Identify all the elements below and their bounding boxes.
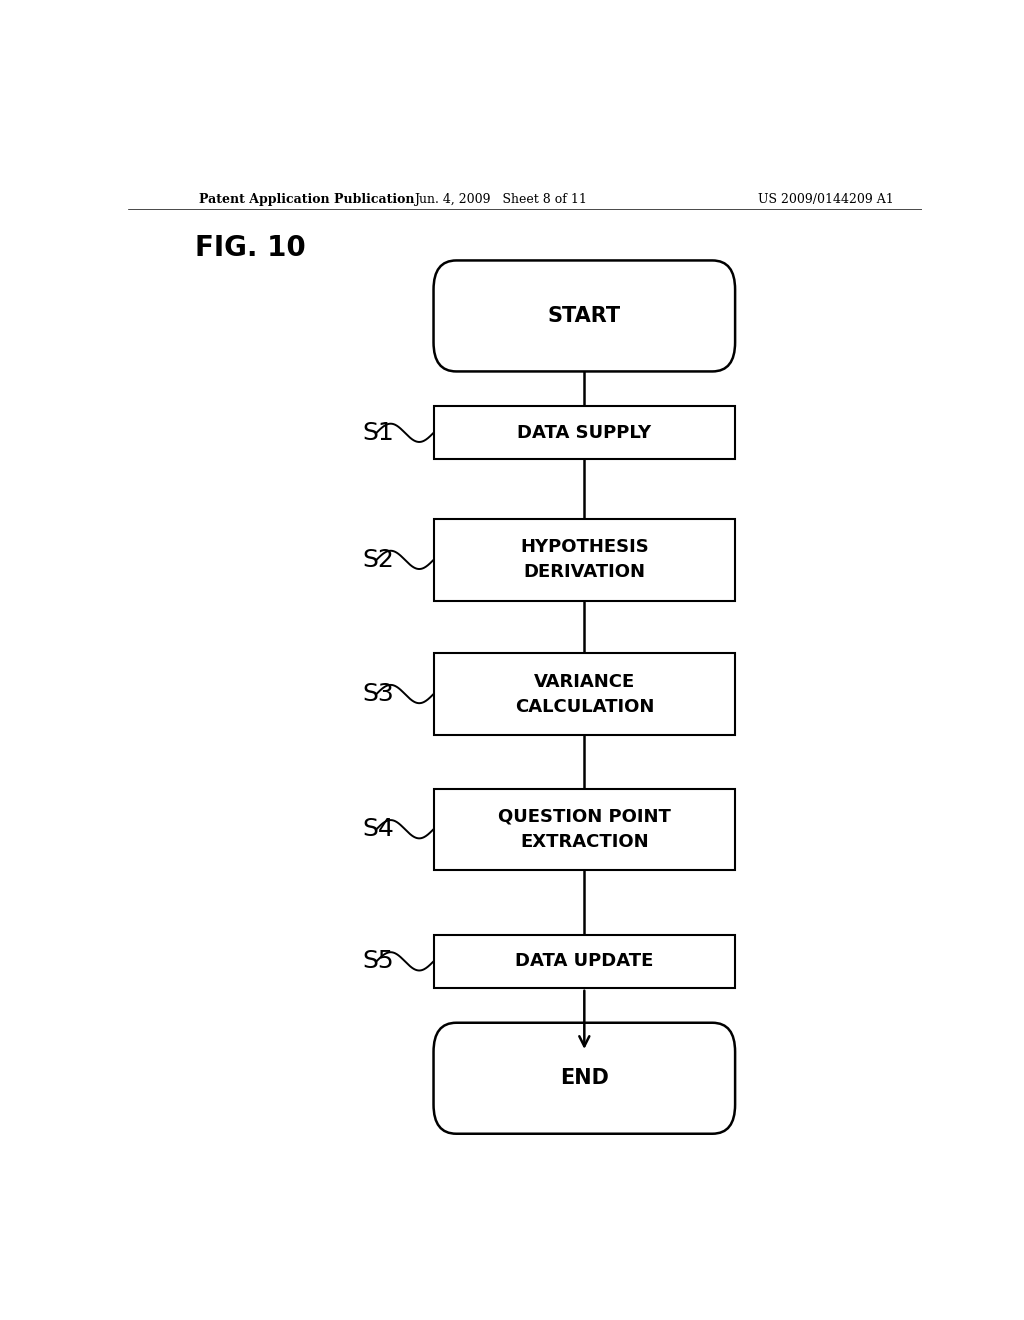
FancyBboxPatch shape: [433, 407, 735, 459]
Text: Patent Application Publication: Patent Application Publication: [200, 193, 415, 206]
Text: DATA UPDATE: DATA UPDATE: [515, 952, 653, 970]
Text: END: END: [560, 1068, 608, 1088]
Text: HYPOTHESIS
DERIVATION: HYPOTHESIS DERIVATION: [520, 539, 648, 581]
FancyBboxPatch shape: [433, 653, 735, 735]
FancyBboxPatch shape: [433, 519, 735, 601]
FancyBboxPatch shape: [433, 788, 735, 870]
Text: S1: S1: [362, 421, 394, 445]
Text: S3: S3: [362, 682, 394, 706]
Text: QUESTION POINT
EXTRACTION: QUESTION POINT EXTRACTION: [498, 808, 671, 850]
Text: DATA SUPPLY: DATA SUPPLY: [517, 424, 651, 442]
Text: US 2009/0144209 A1: US 2009/0144209 A1: [759, 193, 894, 206]
FancyBboxPatch shape: [433, 260, 735, 371]
Text: START: START: [548, 306, 621, 326]
Text: S2: S2: [362, 548, 394, 572]
Text: VARIANCE
CALCULATION: VARIANCE CALCULATION: [515, 673, 654, 715]
Text: S5: S5: [362, 949, 394, 973]
Text: S4: S4: [362, 817, 394, 841]
FancyBboxPatch shape: [433, 1023, 735, 1134]
Text: Jun. 4, 2009   Sheet 8 of 11: Jun. 4, 2009 Sheet 8 of 11: [415, 193, 588, 206]
Text: FIG. 10: FIG. 10: [196, 234, 306, 261]
FancyBboxPatch shape: [433, 935, 735, 987]
